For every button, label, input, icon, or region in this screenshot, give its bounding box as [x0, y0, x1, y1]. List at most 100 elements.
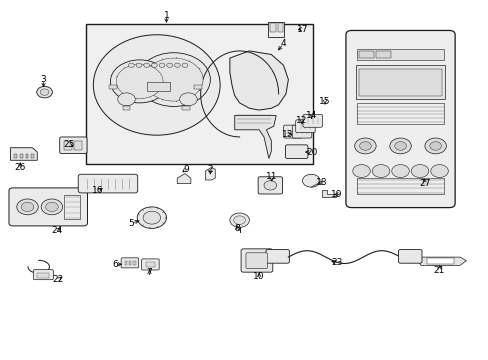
Circle shape: [229, 213, 249, 227]
Bar: [145, 262, 155, 267]
FancyBboxPatch shape: [33, 270, 53, 280]
Text: 23: 23: [331, 258, 342, 267]
Circle shape: [45, 202, 58, 212]
Text: 21: 21: [433, 266, 444, 275]
Text: 11: 11: [265, 172, 277, 181]
FancyBboxPatch shape: [292, 125, 311, 138]
Circle shape: [264, 181, 276, 190]
Bar: [14, 154, 17, 158]
Text: 2: 2: [207, 165, 213, 174]
Circle shape: [40, 89, 49, 95]
Bar: [122, 106, 130, 111]
Bar: [355, 65, 445, 99]
Polygon shape: [10, 148, 37, 160]
Text: 1: 1: [163, 10, 169, 19]
FancyBboxPatch shape: [285, 145, 307, 158]
Circle shape: [182, 63, 187, 67]
Circle shape: [143, 211, 160, 224]
Polygon shape: [321, 190, 335, 197]
Bar: [375, 51, 390, 58]
Circle shape: [359, 141, 370, 150]
Circle shape: [430, 165, 447, 177]
Bar: [64, 195, 80, 219]
Bar: [182, 106, 189, 111]
Bar: [64, 140, 72, 150]
Circle shape: [21, 202, 34, 212]
Text: 15: 15: [319, 96, 330, 105]
Circle shape: [354, 138, 375, 154]
Circle shape: [233, 216, 245, 225]
Circle shape: [174, 63, 180, 67]
Circle shape: [17, 199, 38, 215]
Circle shape: [128, 63, 134, 67]
Circle shape: [151, 63, 157, 67]
FancyBboxPatch shape: [258, 177, 282, 194]
Bar: [356, 178, 444, 194]
Polygon shape: [417, 257, 466, 265]
Bar: [278, 23, 283, 32]
Text: 25: 25: [63, 140, 75, 149]
Circle shape: [137, 207, 166, 228]
Text: 9: 9: [183, 165, 188, 174]
FancyBboxPatch shape: [78, 174, 138, 193]
Bar: [31, 154, 34, 158]
Bar: [270, 23, 276, 32]
Text: 18: 18: [315, 178, 326, 187]
Circle shape: [352, 165, 369, 177]
FancyBboxPatch shape: [245, 253, 267, 269]
Text: 8: 8: [234, 224, 240, 233]
Text: 26: 26: [15, 163, 26, 172]
Text: 4: 4: [280, 39, 286, 48]
Circle shape: [166, 63, 172, 67]
Circle shape: [137, 53, 210, 107]
FancyBboxPatch shape: [345, 31, 454, 208]
Circle shape: [143, 63, 149, 67]
FancyBboxPatch shape: [60, 137, 87, 153]
Circle shape: [410, 165, 428, 177]
Text: 19: 19: [331, 190, 342, 199]
Text: 6: 6: [112, 260, 118, 269]
Bar: [427, 258, 453, 264]
FancyBboxPatch shape: [241, 249, 272, 272]
Circle shape: [389, 138, 410, 154]
Circle shape: [179, 93, 197, 106]
Bar: [194, 85, 202, 89]
Text: 3: 3: [41, 75, 46, 84]
Bar: [358, 51, 373, 58]
Text: 5: 5: [128, 219, 134, 228]
FancyBboxPatch shape: [265, 249, 289, 263]
Text: 16: 16: [91, 186, 103, 195]
Circle shape: [302, 174, 320, 187]
Bar: [133, 261, 136, 265]
Circle shape: [429, 141, 441, 150]
Text: 12: 12: [296, 116, 307, 125]
Bar: [129, 261, 131, 265]
Circle shape: [424, 138, 446, 154]
Bar: [267, 22, 284, 37]
Text: 24: 24: [51, 226, 62, 235]
FancyBboxPatch shape: [283, 125, 303, 138]
Bar: [147, 82, 170, 91]
FancyBboxPatch shape: [398, 249, 421, 263]
Circle shape: [37, 86, 52, 98]
Text: 14: 14: [305, 111, 317, 120]
Bar: [25, 154, 28, 158]
Circle shape: [110, 60, 168, 103]
Circle shape: [371, 165, 389, 177]
Bar: [109, 85, 117, 89]
Bar: [356, 49, 444, 60]
Circle shape: [118, 93, 135, 106]
Text: 10: 10: [253, 271, 264, 280]
Circle shape: [159, 63, 164, 67]
Circle shape: [394, 141, 406, 150]
Circle shape: [144, 58, 203, 101]
Text: 27: 27: [418, 179, 430, 188]
Circle shape: [116, 64, 163, 99]
Text: 7: 7: [146, 268, 152, 277]
Polygon shape: [177, 174, 190, 184]
Bar: [358, 69, 441, 96]
Text: 13: 13: [281, 130, 293, 139]
FancyBboxPatch shape: [303, 114, 322, 127]
Bar: [86, 24, 312, 164]
Text: 17: 17: [297, 25, 308, 34]
